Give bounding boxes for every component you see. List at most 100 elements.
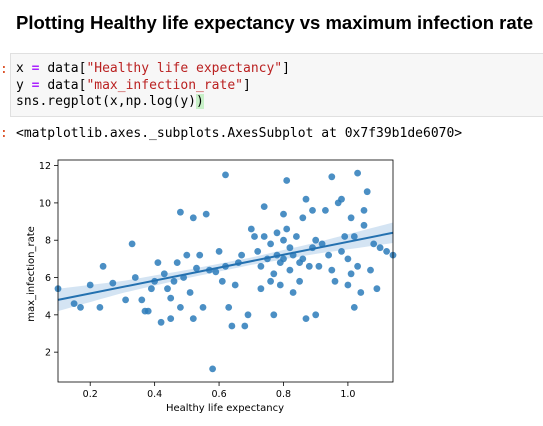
data-point <box>286 244 294 252</box>
code-line-3: sns.regplot(x,np.log(y)) <box>16 94 204 109</box>
y-tick-label: 6 <box>45 273 51 284</box>
data-point <box>350 304 358 311</box>
code-line-2: y = data["max_infection_rate"] <box>16 77 251 93</box>
page-title: Plotting Healthy life expectancy vs maxi… <box>16 12 534 33</box>
data-point <box>199 304 207 311</box>
data-point <box>305 262 313 270</box>
y-axis-ticks: 2 4 6 8 10 12 <box>39 161 58 359</box>
data-point <box>373 285 381 293</box>
data-point <box>280 210 287 218</box>
data-point <box>299 214 307 222</box>
code-line-1: x = data["Healthy life expectancy"] <box>16 61 290 76</box>
data-point <box>367 266 374 274</box>
x-tick-label: 0.4 <box>147 389 162 400</box>
output-prompt: : <box>0 126 8 141</box>
data-point <box>164 285 171 293</box>
data-point <box>325 251 332 259</box>
data-point <box>341 233 349 240</box>
data-point <box>331 277 339 285</box>
data-point <box>280 236 287 244</box>
data-point <box>131 274 139 281</box>
data-point <box>267 277 274 285</box>
data-point <box>244 311 252 319</box>
data-point <box>312 236 320 244</box>
code-editor[interactable]: x = data["Healthy life expectancy"] y = … <box>16 61 290 111</box>
data-point <box>215 248 223 255</box>
data-point <box>309 207 316 214</box>
y-tick-label: 8 <box>45 236 51 247</box>
data-point <box>212 268 220 276</box>
regression-line-path <box>57 231 394 301</box>
data-point <box>170 277 178 285</box>
data-point <box>318 240 326 248</box>
x-axis-label: Healthy life expectancy <box>166 403 284 414</box>
data-point <box>189 315 197 322</box>
data-point <box>270 311 278 319</box>
data-point <box>209 365 217 373</box>
y-tick-label: 4 <box>45 310 51 321</box>
x-tick-label: 0.2 <box>83 389 98 400</box>
x-axis-ticks: 0.2 0.4 0.6 0.8 1.0 <box>83 382 355 400</box>
data-point <box>370 240 378 248</box>
data-point <box>315 262 323 270</box>
data-point <box>225 304 233 311</box>
data-point <box>144 307 152 315</box>
data-point <box>96 304 104 311</box>
y-tick-label: 12 <box>39 161 51 172</box>
data-point <box>241 322 249 330</box>
data-point <box>280 255 287 263</box>
data-point <box>138 296 146 304</box>
data-point <box>296 277 303 285</box>
data-point <box>328 173 336 181</box>
data-point <box>167 315 175 322</box>
data-point <box>173 259 181 266</box>
data-point <box>286 266 294 274</box>
data-point <box>260 203 268 211</box>
data-point <box>273 229 281 237</box>
data-point <box>167 294 175 302</box>
data-point <box>177 208 184 216</box>
data-point <box>376 244 384 252</box>
data-point <box>196 251 204 259</box>
data-point <box>257 262 265 270</box>
data-point <box>193 264 200 272</box>
x-tick-label: 1.0 <box>340 389 355 400</box>
data-point <box>347 270 355 278</box>
data-point <box>289 289 297 296</box>
data-point <box>70 300 78 307</box>
data-point <box>312 311 320 319</box>
data-point <box>160 270 168 278</box>
data-point <box>363 188 371 196</box>
data-point <box>148 285 155 293</box>
x-tick-label: 0.6 <box>212 389 227 400</box>
data-point <box>344 255 352 263</box>
data-point <box>122 296 129 304</box>
data-point <box>109 279 117 287</box>
data-point <box>157 318 165 326</box>
matched-paren: ) <box>196 94 204 109</box>
data-point <box>293 233 300 240</box>
data-point <box>350 233 358 240</box>
data-point <box>338 195 345 203</box>
x-tick-label: 0.8 <box>276 389 291 400</box>
data-point <box>302 195 310 203</box>
data-point <box>338 248 345 255</box>
data-point <box>357 289 365 296</box>
data-point <box>189 214 197 222</box>
data-point <box>383 248 390 255</box>
data-point <box>322 207 329 214</box>
plot-frame <box>57 159 394 383</box>
code-cell[interactable]: x = data["Healthy life expectancy"] y = … <box>10 53 543 117</box>
data-point <box>302 315 310 322</box>
data-point <box>360 207 368 214</box>
y-axis-label: max_infection_rate <box>26 226 37 322</box>
input-prompt: : <box>0 62 8 77</box>
data-point <box>77 304 84 311</box>
y-tick-label: 2 <box>45 348 51 359</box>
data-point <box>86 281 94 289</box>
data-point <box>267 240 274 248</box>
data-point <box>251 233 258 240</box>
data-point <box>299 255 307 263</box>
data-point <box>354 262 361 270</box>
